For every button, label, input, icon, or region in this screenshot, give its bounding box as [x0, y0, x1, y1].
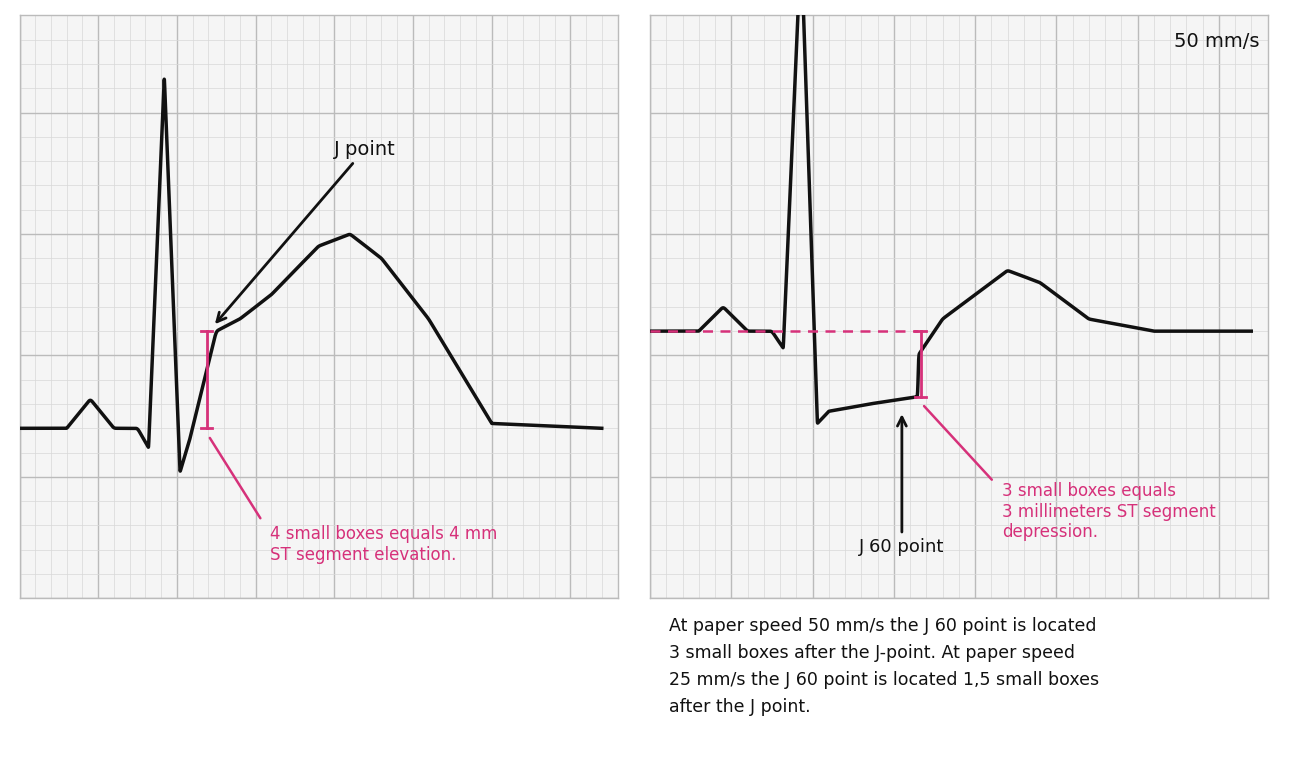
Text: 50 mm/s: 50 mm/s — [1174, 32, 1260, 52]
Text: J point: J point — [217, 140, 396, 322]
Text: J 60 point: J 60 point — [859, 417, 945, 556]
Text: 4 small boxes equals 4 mm
ST segment elevation.: 4 small boxes equals 4 mm ST segment ele… — [269, 526, 497, 564]
Text: 3 small boxes equals
3 millimeters ST segment
depression.: 3 small boxes equals 3 millimeters ST se… — [1002, 482, 1216, 541]
Text: At paper speed 50 mm/s the J 60 point is located
3 small boxes after the J-point: At paper speed 50 mm/s the J 60 point is… — [668, 617, 1098, 716]
